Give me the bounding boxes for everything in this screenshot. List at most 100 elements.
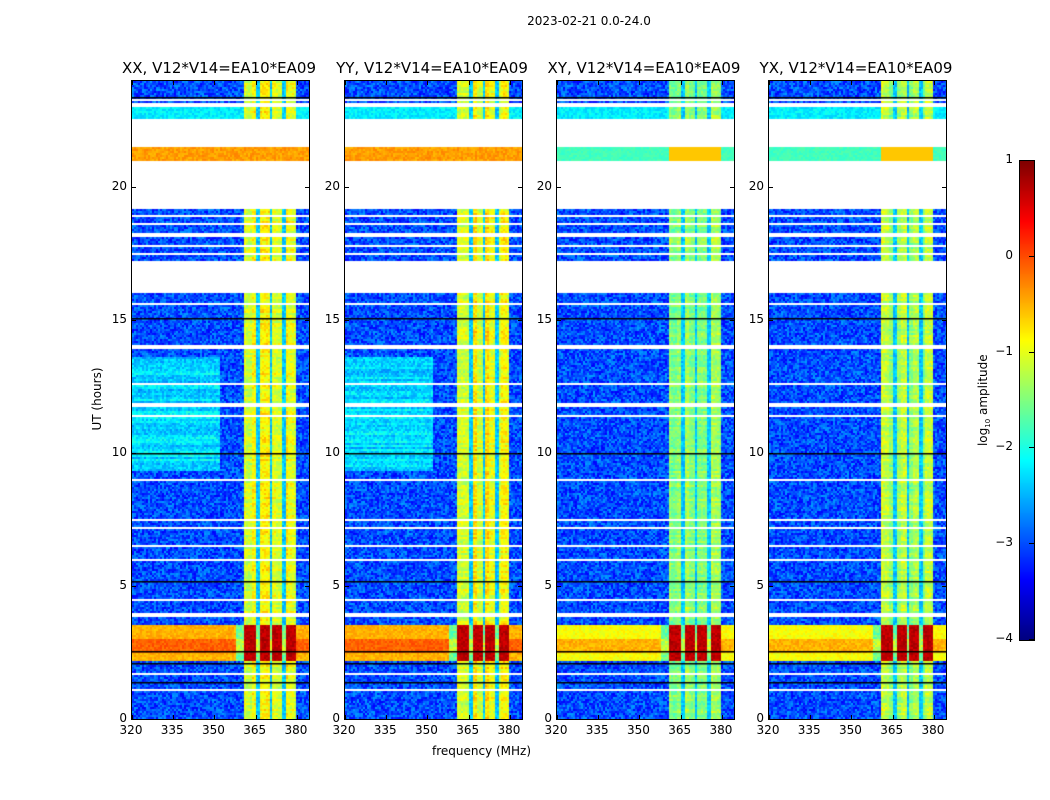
x-tick-label: 380	[497, 723, 521, 737]
y-tick-mark	[518, 187, 522, 189]
x-tick-label: 380	[709, 723, 733, 737]
x-tick-label: 365	[456, 723, 480, 737]
y-tick-label: 15	[324, 312, 340, 327]
x-tick-mark	[296, 715, 298, 719]
y-tick-mark	[942, 187, 946, 189]
colorbar	[1019, 160, 1035, 641]
x-axis-label: frequency (MHz)	[432, 744, 532, 758]
x-tick-label: 350	[839, 723, 862, 737]
colorbar-tick-label: 1	[1005, 152, 1013, 166]
y-tick-mark	[730, 586, 734, 588]
spectrogram-panel-yx	[768, 80, 947, 720]
y-tick-mark	[730, 719, 734, 720]
x-tick-label: 365	[668, 723, 692, 737]
colorbar-tick-mark	[1029, 447, 1034, 449]
colorbar-label-sub: 10	[984, 418, 993, 428]
spectrogram-heatmap	[345, 81, 522, 719]
y-tick-mark	[769, 320, 773, 322]
y-tick-mark	[518, 320, 522, 322]
panel-title: YX, V12*V14=EA10*EA09	[759, 59, 953, 77]
x-tick-mark	[933, 81, 935, 85]
x-tick-mark	[509, 715, 511, 719]
y-tick-label: 0	[756, 711, 764, 725]
y-tick-label: 15	[748, 312, 764, 327]
y-tick-label: 20	[536, 179, 552, 194]
x-tick-label: 350	[202, 723, 225, 737]
x-tick-mark	[214, 81, 216, 85]
y-tick-mark	[305, 453, 309, 455]
x-tick-mark	[810, 715, 812, 719]
y-tick-mark	[345, 719, 349, 720]
x-tick-label: 320	[119, 723, 143, 737]
y-tick-mark	[942, 719, 946, 720]
x-tick-mark	[345, 81, 346, 85]
x-tick-mark	[639, 715, 641, 719]
colorbar-tick-mark	[1029, 351, 1034, 353]
colorbar-tick-mark	[1029, 543, 1034, 545]
y-tick-label: 10	[748, 445, 764, 460]
y-tick-mark	[132, 187, 136, 189]
y-tick-mark	[557, 320, 561, 322]
y-axis-label: UT (hours)	[90, 367, 104, 431]
x-tick-mark	[173, 715, 175, 719]
x-tick-mark	[173, 81, 175, 85]
x-tick-label: 350	[627, 723, 650, 737]
x-tick-mark	[892, 81, 894, 85]
y-tick-mark	[557, 187, 561, 189]
x-tick-label: 335	[160, 723, 184, 737]
colorbar-tick-label: −1	[995, 343, 1013, 358]
x-tick-label: 320	[544, 723, 568, 737]
x-tick-mark	[721, 81, 723, 85]
x-tick-mark	[851, 715, 853, 719]
y-tick-mark	[305, 320, 309, 322]
y-tick-label: 10	[536, 445, 552, 460]
y-tick-mark	[730, 320, 734, 322]
x-tick-label: 320	[332, 723, 356, 737]
spectrogram-heatmap	[769, 81, 946, 719]
x-tick-mark	[851, 81, 853, 85]
y-tick-mark	[132, 586, 136, 588]
y-tick-mark	[518, 453, 522, 455]
colorbar-label: log10 amplitude	[976, 350, 992, 450]
colorbar-label-rest: amplitude	[975, 354, 990, 419]
y-tick-label: 5	[332, 578, 340, 593]
spectrogram-panel-xx	[131, 80, 310, 720]
y-tick-mark	[730, 187, 734, 189]
y-tick-mark	[345, 453, 349, 455]
x-tick-mark	[557, 715, 558, 719]
x-tick-label: 365	[880, 723, 904, 737]
x-tick-label: 335	[373, 723, 397, 737]
y-tick-mark	[345, 586, 349, 588]
x-tick-mark	[639, 81, 641, 85]
panel-title: YY, V12*V14=EA10*EA09	[336, 59, 528, 77]
x-tick-mark	[214, 715, 216, 719]
x-tick-mark	[427, 81, 429, 85]
x-tick-mark	[468, 715, 470, 719]
x-tick-mark	[598, 715, 600, 719]
y-tick-label: 20	[748, 179, 764, 194]
y-tick-mark	[305, 187, 309, 189]
x-tick-mark	[386, 81, 388, 85]
x-tick-mark	[598, 81, 600, 85]
x-tick-mark	[769, 81, 770, 85]
y-tick-mark	[345, 187, 349, 189]
x-tick-mark	[468, 81, 470, 85]
y-tick-label: 20	[111, 179, 127, 194]
y-tick-mark	[132, 320, 136, 322]
y-tick-label: 15	[111, 312, 127, 327]
y-tick-mark	[132, 719, 136, 720]
x-tick-mark	[386, 715, 388, 719]
x-tick-mark	[680, 715, 682, 719]
y-tick-mark	[557, 719, 561, 720]
y-tick-label: 10	[111, 445, 127, 460]
y-tick-mark	[518, 586, 522, 588]
x-tick-mark	[680, 81, 682, 85]
y-tick-mark	[942, 453, 946, 455]
y-tick-mark	[557, 453, 561, 455]
colorbar-tick-label: −4	[995, 631, 1013, 645]
x-tick-label: 350	[415, 723, 438, 737]
colorbar-gradient	[1020, 161, 1034, 640]
y-tick-mark	[518, 719, 522, 720]
panel-title: XX, V12*V14=EA10*EA09	[121, 59, 316, 77]
y-tick-label: 0	[119, 711, 127, 725]
